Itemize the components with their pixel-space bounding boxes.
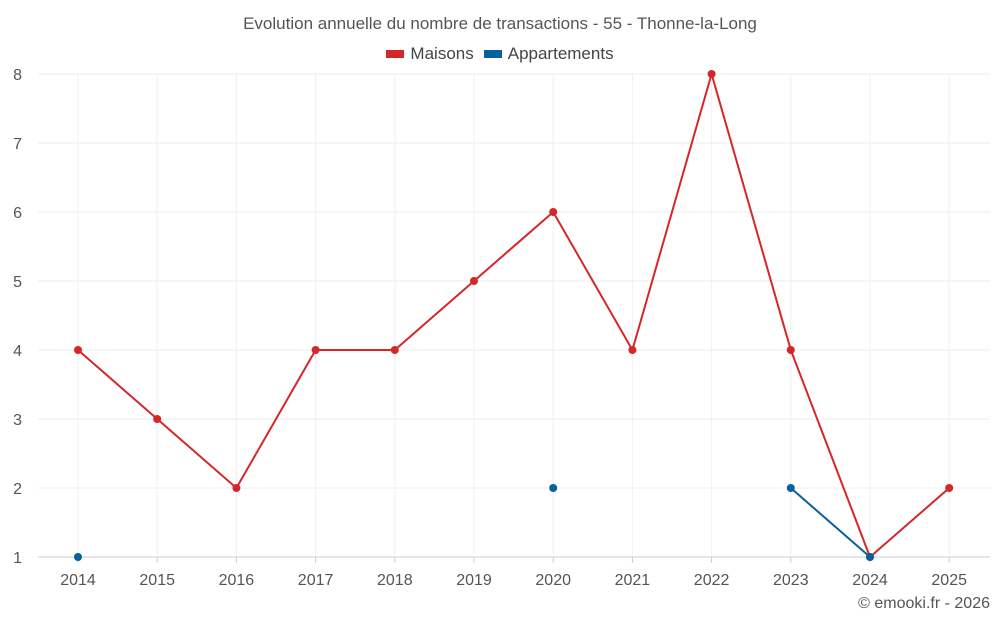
chart-legend: Maisons Appartements [0, 44, 1000, 64]
y-tick-label: 5 [13, 274, 22, 291]
data-point-appartements[interactable] [549, 484, 558, 492]
credit-text: © emooki.fr - 2026 [858, 595, 990, 612]
y-tick-label: 8 [13, 67, 22, 84]
y-tick-label: 1 [13, 550, 22, 567]
x-tick-label: 2019 [456, 572, 492, 589]
x-tick-label: 2020 [535, 572, 571, 589]
data-point-maisons[interactable] [390, 346, 399, 354]
data-point-maisons[interactable] [232, 484, 241, 492]
data-point-appartements[interactable] [786, 484, 795, 492]
legend-item-appartements[interactable]: Appartements [483, 44, 614, 64]
legend-label-maisons: Maisons [410, 44, 474, 63]
y-tick-label: 2 [13, 481, 22, 498]
data-point-maisons[interactable] [311, 346, 320, 354]
y-tick-label: 7 [13, 136, 22, 153]
data-point-maisons[interactable] [153, 415, 162, 423]
x-tick-label: 2024 [852, 572, 888, 589]
legend-swatch-maisons [386, 50, 405, 58]
data-point-maisons[interactable] [707, 70, 716, 78]
x-tick-label: 2022 [694, 572, 730, 589]
data-point-maisons[interactable] [945, 484, 954, 492]
legend-item-maisons[interactable]: Maisons [386, 44, 474, 64]
series-line-maisons [77, 70, 950, 559]
series-line-appartements [790, 487, 871, 558]
chart-title: Evolution annuelle du nombre de transact… [243, 14, 757, 33]
legend-label-appartements: Appartements [507, 44, 614, 63]
data-point-maisons[interactable] [74, 346, 82, 354]
y-tick-label: 4 [13, 343, 22, 360]
x-tick-label: 2021 [615, 572, 651, 589]
data-point-appartements[interactable] [74, 553, 82, 561]
legend-swatch-appartements [483, 50, 502, 58]
x-tick-label: 2017 [298, 572, 334, 589]
x-tick-label: 2014 [60, 572, 96, 589]
x-tick-label: 2023 [773, 572, 809, 589]
x-tick-label: 2018 [377, 572, 413, 589]
x-tick-label: 2015 [139, 572, 175, 589]
data-point-maisons[interactable] [470, 277, 478, 285]
data-point-appartements[interactable] [866, 553, 874, 561]
data-point-maisons[interactable] [786, 346, 795, 354]
x-tick-label: 2025 [931, 572, 967, 589]
data-point-maisons[interactable] [628, 346, 637, 354]
y-tick-label: 6 [13, 205, 22, 222]
y-tick-label: 3 [13, 412, 22, 429]
data-point-maisons[interactable] [549, 208, 558, 216]
x-tick-label: 2016 [219, 572, 255, 589]
